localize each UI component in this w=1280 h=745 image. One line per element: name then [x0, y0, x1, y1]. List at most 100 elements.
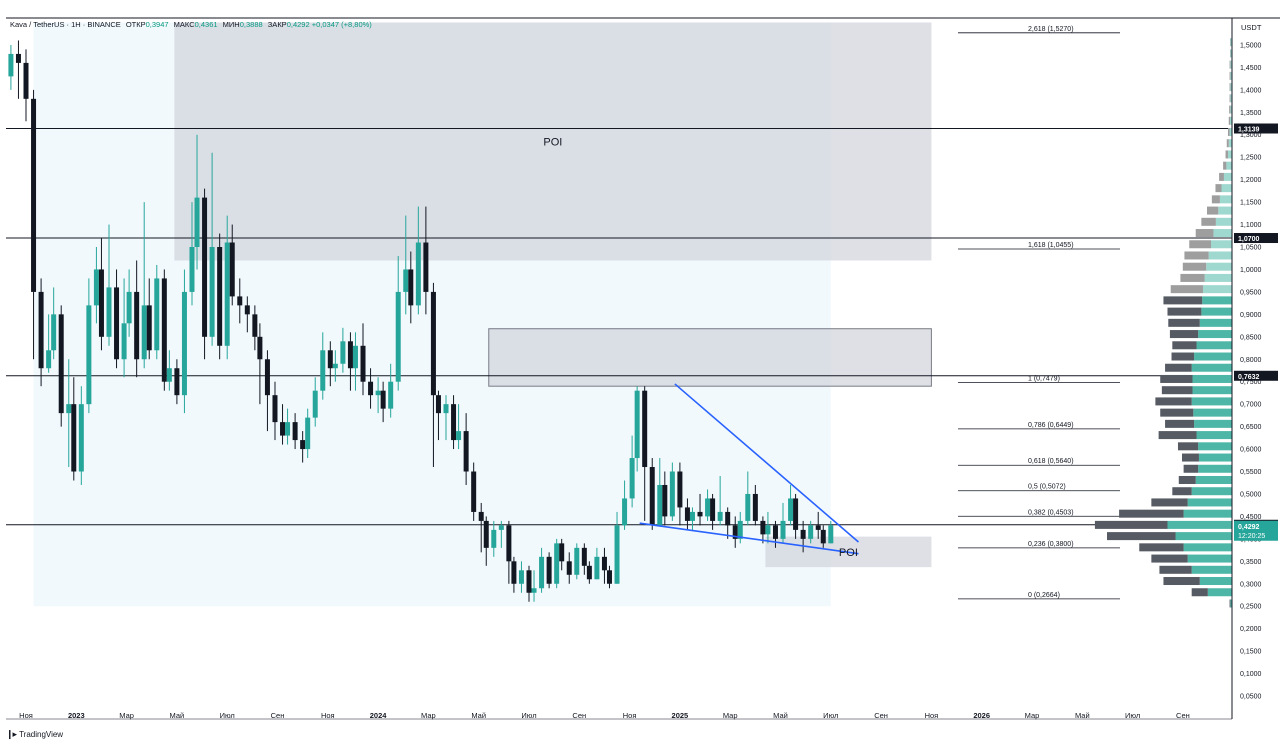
x-tick-label: Июл: [823, 711, 838, 720]
y-tick-label: 0,1500: [1240, 649, 1262, 656]
x-tick-label: Сен: [1176, 711, 1190, 720]
candle-up: [780, 520, 786, 539]
candle-up: [51, 314, 57, 351]
candle-up: [614, 525, 620, 584]
profile-up-bar: [1230, 60, 1232, 69]
candle-down: [732, 525, 738, 539]
fib-label: 0,382 (0,4503): [1028, 509, 1074, 516]
profile-down-bar: [1178, 475, 1196, 484]
candle-up: [745, 493, 751, 521]
y-tick-label: 0,2000: [1240, 626, 1262, 633]
y-tick-label: 0,7000: [1240, 402, 1262, 409]
candle-down: [511, 561, 517, 584]
profile-up-bar: [1223, 172, 1232, 181]
x-tick-label: Июл: [1125, 711, 1140, 720]
candle-down: [327, 350, 333, 369]
profile-up-bar: [1198, 453, 1232, 462]
profile-down-bar: [1172, 487, 1192, 496]
candle-down: [566, 561, 572, 575]
candle-down: [677, 471, 683, 508]
candle-up: [332, 363, 338, 369]
candle-up: [93, 269, 99, 306]
profile-up-bar: [1228, 139, 1232, 148]
candle-down: [662, 484, 668, 517]
profile-up-bar: [1191, 487, 1232, 496]
candle-down: [815, 525, 821, 530]
candle-down: [423, 242, 429, 292]
candle-down: [98, 269, 104, 337]
tradingview-brand[interactable]: ❙▸ TradingView: [6, 729, 63, 740]
close-value: 0,4292: [286, 20, 310, 29]
candles-layer: [8, 40, 834, 602]
candle-up: [312, 390, 318, 418]
time-axis[interactable]: Ноя 2023 Мар Май Июл Сен Ноя 2024 Мар Май Июл Сен Но…: [6, 711, 1232, 720]
y-tick-label: 1,4500: [1240, 65, 1262, 72]
candle-up: [574, 547, 580, 575]
y-tick-label: 0,3500: [1240, 559, 1262, 566]
zone-POI: [174, 22, 932, 261]
fib-label: 1,618 (1,0455): [1028, 242, 1074, 249]
profile-down-bar: [1215, 184, 1222, 193]
candle-down: [15, 53, 21, 63]
y-tick-label: 1,3000: [1240, 132, 1262, 139]
profile-down-bar: [1107, 532, 1176, 541]
candle-down: [581, 547, 587, 566]
profile-down-bar: [1219, 172, 1224, 181]
y-tick-label: 0,5500: [1240, 469, 1262, 476]
trendline: [674, 383, 859, 543]
profile-up-bar: [1215, 217, 1232, 226]
profile-up-bar: [1196, 341, 1232, 350]
profile-down-bar: [1182, 453, 1199, 462]
profile-up-bar: [1175, 532, 1232, 541]
profile-up-bar: [1226, 161, 1232, 170]
profile-down-bar: [1201, 217, 1216, 226]
fib-levels-layer: 2,618 (1,5270) 1,618 (1,0455) 1 (0,7479) 0,…: [958, 26, 1120, 600]
candle-down: [380, 390, 386, 409]
candle-down: [31, 98, 37, 292]
profile-down-bar: [1184, 251, 1209, 260]
profile-up-bar: [1202, 296, 1232, 305]
zone-labels-layer: POI POI: [543, 136, 857, 558]
high-label: МАКС: [173, 20, 195, 29]
profile-up-bar: [1199, 318, 1232, 327]
x-tick-label: Июл: [521, 711, 536, 720]
candle-up: [629, 458, 635, 499]
y-tick-label: 0,2500: [1240, 604, 1262, 611]
x-tick-label: Мар: [421, 711, 436, 720]
candle-down: [684, 507, 690, 521]
y-tick-label: 0,3000: [1240, 581, 1262, 588]
y-tick-label: 0,8500: [1240, 334, 1262, 341]
profile-up-bar: [1206, 262, 1232, 271]
candle-up: [737, 520, 743, 539]
candle-down: [559, 543, 565, 562]
profile-up-bar: [1183, 543, 1232, 552]
candle-down: [58, 314, 64, 414]
profile-up-bar: [1208, 251, 1232, 260]
x-tick-label: Сен: [874, 711, 888, 720]
candle-down: [546, 556, 552, 584]
price-tag: [1234, 233, 1278, 244]
x-tick-label: Ноя: [321, 711, 335, 720]
candle-up: [788, 498, 794, 521]
candle-down: [257, 336, 263, 360]
fib-label: 0,786 (0,6449): [1028, 422, 1074, 429]
fib-label: 0,618 (0,5640): [1028, 458, 1074, 465]
price-axis-bg: [1232, 18, 1280, 719]
fib-label: 0,5 (0,5072): [1028, 484, 1066, 491]
x-tick-label: Сен: [271, 711, 285, 720]
trendline: [639, 522, 859, 555]
candle-down: [161, 278, 167, 382]
price-axis[interactable]: USDT 0,0500 0,1000 0,1500 0,2000 0,2500 0,3000…: [6, 17, 1280, 719]
candle-down: [272, 395, 278, 423]
candle-down: [793, 498, 799, 530]
profile-up-bar: [1191, 363, 1232, 372]
x-tick-label: Июл: [220, 711, 235, 720]
profile-up-bar: [1229, 116, 1232, 125]
profile-up-bar: [1191, 397, 1232, 406]
candle-down: [146, 305, 152, 351]
y-tick-label: 0,6500: [1240, 424, 1262, 431]
candle-down: [752, 493, 758, 521]
profile-down-bar: [1228, 116, 1230, 125]
profile-up-bar: [1194, 352, 1232, 361]
